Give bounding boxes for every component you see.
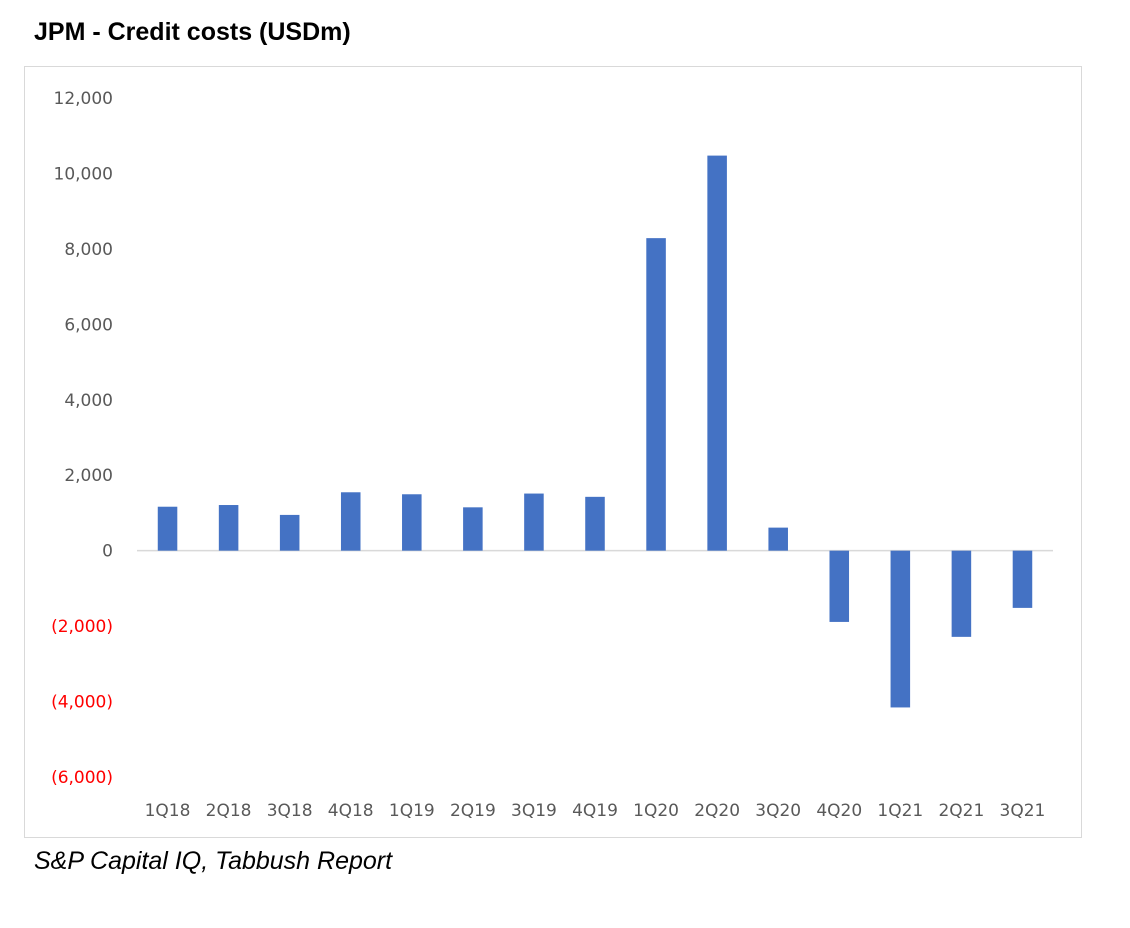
x-tick-label: 2Q20 <box>694 801 740 821</box>
y-tick-label: (6,000) <box>51 768 113 788</box>
x-tick-label: 3Q18 <box>267 801 313 821</box>
y-tick-label: 8,000 <box>64 240 113 260</box>
bars <box>157 155 1033 708</box>
x-tick-label: 3Q19 <box>511 801 557 821</box>
bar-4Q19 <box>585 496 605 551</box>
bar-3Q18 <box>279 514 300 551</box>
y-tick-label: (4,000) <box>51 693 113 713</box>
x-tick-label: 4Q19 <box>572 801 618 821</box>
x-tick-label: 1Q19 <box>389 801 435 821</box>
y-axis: 12,000 10,000 8,000 6,000 4,000 2,000 0 (2,000)… <box>51 89 1053 788</box>
y-tick-label: 2,000 <box>64 466 113 486</box>
y-tick-label: 12,000 <box>54 89 113 109</box>
bar-2Q20 <box>707 155 727 551</box>
bar-1Q18 <box>157 506 178 551</box>
y-tick-label: 10,000 <box>54 164 113 184</box>
x-tick-label: 3Q21 <box>1000 801 1046 821</box>
bar-2Q19 <box>463 507 483 551</box>
x-tick-label: 2Q18 <box>206 801 252 821</box>
bar-1Q20 <box>646 238 666 551</box>
x-tick-label: 1Q18 <box>145 801 191 821</box>
x-tick-label: 4Q20 <box>816 801 862 821</box>
bar-3Q19 <box>524 493 544 551</box>
bar-2Q21 <box>951 550 972 637</box>
bar-1Q19 <box>402 494 422 551</box>
y-tick-label: 6,000 <box>64 315 113 335</box>
y-tick-label: 4,000 <box>64 391 113 411</box>
y-tick-label: (2,000) <box>51 617 113 637</box>
x-tick-label: 1Q20 <box>633 801 679 821</box>
chart-area: 12,000 10,000 8,000 6,000 4,000 2,000 0 (2,000)… <box>24 66 1082 838</box>
bar-4Q18 <box>340 492 361 551</box>
x-tick-label: 3Q20 <box>755 801 801 821</box>
bar-1Q21 <box>890 550 911 708</box>
chart-title: JPM - Credit costs (USDm) <box>34 18 351 46</box>
bar-2Q18 <box>218 505 239 551</box>
bar-chart: 12,000 10,000 8,000 6,000 4,000 2,000 0 (2,000)… <box>51 89 1053 821</box>
x-tick-label: 4Q18 <box>328 801 374 821</box>
x-axis: 1Q18 2Q18 3Q18 4Q18 1Q19 2Q19 3Q19 4Q19 1Q20 2Q20… <box>145 801 1046 821</box>
bar-3Q20 <box>768 527 788 551</box>
x-tick-label: 2Q21 <box>938 801 984 821</box>
source-note: S&P Capital IQ, Tabbush Report <box>34 847 393 875</box>
bar-4Q20 <box>829 550 850 622</box>
bar-3Q21 <box>1012 550 1033 608</box>
x-tick-label: 1Q21 <box>877 801 923 821</box>
x-tick-label: 2Q19 <box>450 801 496 821</box>
y-tick-label: 0 <box>102 542 113 562</box>
